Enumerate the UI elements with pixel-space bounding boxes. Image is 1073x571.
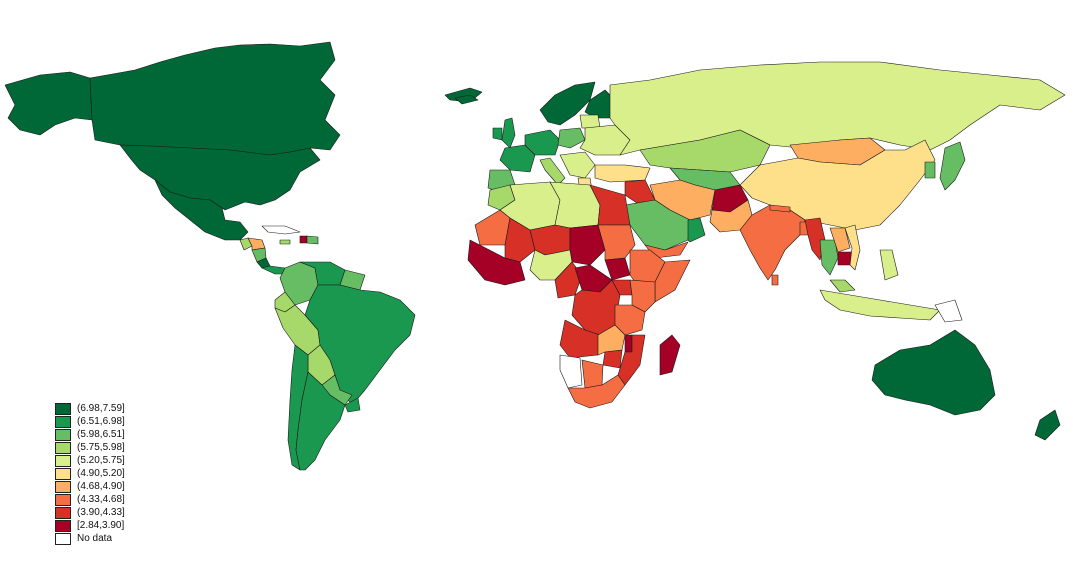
legend-label: (6.51,6.98] <box>77 415 125 427</box>
region-sudan <box>597 224 636 261</box>
region-malaysia <box>829 279 856 293</box>
region-philippines <box>879 249 899 281</box>
region-sri-lanka <box>771 274 779 286</box>
region-haiti <box>299 235 308 244</box>
region-mauritania <box>474 209 511 246</box>
legend-label: (5.98,6.51] <box>77 428 125 440</box>
region-papua-new-guinea <box>934 299 963 323</box>
legend-entry: No data <box>55 532 125 545</box>
region-vietnam <box>844 224 861 271</box>
legend-label: No data <box>77 532 113 544</box>
region-argentina <box>295 371 346 471</box>
legend-swatch <box>55 428 71 441</box>
region-turkey <box>594 164 651 183</box>
region-poland <box>557 127 586 149</box>
legend-entry: (5.20,5.75] <box>55 454 125 467</box>
region-laos <box>829 227 851 253</box>
region-dominican-rep <box>306 235 319 245</box>
region-ireland <box>492 127 503 141</box>
legend-swatch <box>55 519 71 532</box>
region-south-sudan <box>604 257 631 281</box>
region-baltics <box>579 114 601 129</box>
legend-entry: (4.68,4.90] <box>55 480 125 493</box>
region-korea <box>924 161 936 179</box>
legend-label: (4.68,4.90] <box>77 480 125 492</box>
region-thailand <box>819 239 839 276</box>
region-balkans <box>559 151 596 179</box>
region-malawi <box>624 334 633 353</box>
legend-entry: (6.98,7.59] <box>55 402 125 415</box>
region-new-zealand <box>1034 409 1061 441</box>
legend-label: (5.20,5.75] <box>77 454 125 466</box>
region-jamaica <box>279 239 291 245</box>
legend-entry: (6.51,6.98] <box>55 415 125 428</box>
legend-label: [2.84,3.90] <box>77 519 125 531</box>
region-japan <box>939 141 966 191</box>
region-namibia <box>559 354 583 389</box>
legend-swatch <box>55 480 71 493</box>
region-uruguay <box>344 397 361 413</box>
region-india <box>739 204 806 281</box>
legend-swatch <box>55 415 71 428</box>
legend-entry: (4.33,4.68] <box>55 493 125 506</box>
legend-swatch <box>55 532 71 545</box>
legend-label: (4.90,5.20] <box>77 467 125 479</box>
legend-entry: (4.90,5.20] <box>55 467 125 480</box>
legend-swatch <box>55 454 71 467</box>
region-mexico <box>154 179 249 241</box>
region-uk <box>501 117 516 149</box>
region-somalia <box>654 259 691 303</box>
region-germany-benelux <box>524 129 561 156</box>
legend-swatch <box>55 441 71 454</box>
legend-swatch <box>55 506 71 519</box>
region-indonesia <box>819 289 941 321</box>
region-cameroon <box>554 261 583 299</box>
region-south-africa <box>567 374 626 409</box>
region-australia <box>871 329 996 416</box>
legend-label: (3.90,4.33] <box>77 506 125 518</box>
legend-label: (5.75,5.98] <box>77 441 125 453</box>
region-madagascar <box>659 334 681 376</box>
legend-entry: (5.75,5.98] <box>55 441 125 454</box>
legend-entry: (5.98,6.51] <box>55 428 125 441</box>
legend-entry: [2.84,3.90] <box>55 519 125 532</box>
region-cuba <box>261 225 301 235</box>
region-cambodia <box>837 251 853 266</box>
region-iceland <box>454 94 479 105</box>
region-italy <box>539 157 566 186</box>
legend-swatch <box>55 493 71 506</box>
region-usa <box>119 144 321 211</box>
legend-label: (6.98,7.59] <box>77 402 125 414</box>
region-zimbabwe <box>602 349 623 369</box>
legend-swatch <box>55 467 71 480</box>
region-alaska <box>4 71 93 136</box>
region-canada <box>89 41 341 156</box>
region-botswana <box>581 359 604 389</box>
region-brazil <box>304 284 416 406</box>
map-legend: (6.98,7.59] (6.51,6.98] (5.98,6.51] (5.7… <box>55 402 125 545</box>
legend-label: (4.33,4.68] <box>77 493 125 505</box>
region-oman-uae <box>687 217 706 243</box>
region-myanmar <box>804 217 826 261</box>
region-west-africa <box>467 239 526 286</box>
legend-entry: (3.90,4.33] <box>55 506 125 519</box>
legend-swatch <box>55 402 71 415</box>
region-nepal <box>769 204 791 213</box>
